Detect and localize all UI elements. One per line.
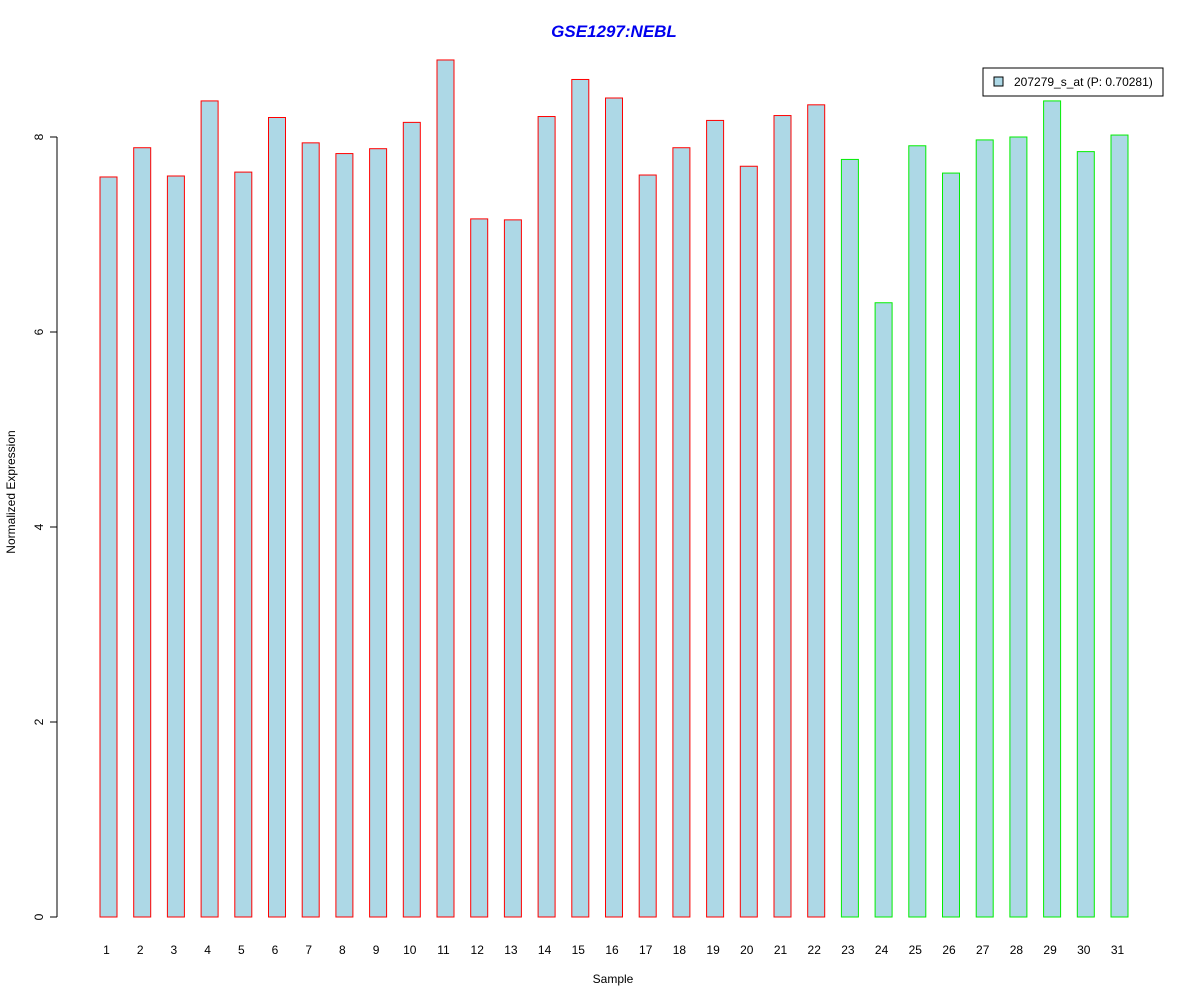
bar-sample-18 bbox=[672, 147, 691, 918]
bar-sample-1 bbox=[99, 176, 118, 918]
bar-sample-29 bbox=[1043, 100, 1062, 918]
x-tick-label: 8 bbox=[339, 943, 346, 957]
bar-sample-3 bbox=[166, 175, 185, 918]
bar-sample-23 bbox=[840, 158, 859, 918]
x-tick-label: 6 bbox=[272, 943, 279, 957]
bar-sample-12 bbox=[470, 218, 489, 918]
x-tick-label: 26 bbox=[942, 943, 956, 957]
x-tick-label: 12 bbox=[471, 943, 485, 957]
legend-entry-label: 207279_s_at (P: 0.70281) bbox=[1014, 75, 1153, 89]
x-tick-label: 21 bbox=[774, 943, 788, 957]
x-tick-label: 24 bbox=[875, 943, 889, 957]
x-tick-label: 17 bbox=[639, 943, 653, 957]
x-tick-label: 10 bbox=[403, 943, 417, 957]
bar-sample-30 bbox=[1076, 151, 1095, 918]
x-tick-label: 29 bbox=[1043, 943, 1057, 957]
bar-sample-31 bbox=[1110, 134, 1129, 918]
x-tick-label: 13 bbox=[504, 943, 518, 957]
x-tick-label: 9 bbox=[373, 943, 380, 957]
x-tick-label: 28 bbox=[1010, 943, 1024, 957]
x-tick-label: 16 bbox=[605, 943, 619, 957]
y-axis-label: Normalized Expression bbox=[4, 430, 18, 553]
bar-sample-25 bbox=[908, 145, 927, 918]
x-tick-label: 4 bbox=[204, 943, 211, 957]
bar-sample-27 bbox=[975, 139, 994, 918]
bar-sample-16 bbox=[605, 97, 623, 918]
bar-sample-20 bbox=[739, 165, 758, 918]
bar-sample-8 bbox=[335, 153, 354, 918]
bar-sample-15 bbox=[571, 78, 590, 918]
bar-sample-22 bbox=[807, 104, 826, 918]
x-tick-label: 14 bbox=[538, 943, 552, 957]
x-tick-label: 5 bbox=[238, 943, 245, 957]
bar-sample-4 bbox=[200, 100, 219, 918]
bar-sample-17 bbox=[638, 174, 657, 918]
bar-sample-26 bbox=[942, 172, 960, 918]
bar-sample-11 bbox=[436, 59, 455, 918]
legend-box bbox=[982, 67, 1164, 97]
x-tick-label: 25 bbox=[909, 943, 923, 957]
x-tick-label: 1 bbox=[103, 943, 110, 957]
bars-group bbox=[99, 59, 1129, 918]
legend-swatch bbox=[993, 76, 1004, 87]
x-tick-label: 22 bbox=[808, 943, 822, 957]
bar-sample-5 bbox=[234, 171, 253, 918]
y-tick-label: 6 bbox=[32, 328, 46, 335]
y-tick-label: 8 bbox=[32, 133, 46, 140]
x-tick-label: 19 bbox=[706, 943, 720, 957]
x-tick-label: 15 bbox=[572, 943, 586, 957]
bar-sample-2 bbox=[133, 147, 152, 918]
x-tick-label: 30 bbox=[1077, 943, 1091, 957]
bar-sample-10 bbox=[402, 121, 421, 918]
bar-sample-24 bbox=[874, 302, 893, 918]
bar-sample-14 bbox=[537, 116, 556, 918]
x-axis-label: Sample bbox=[593, 972, 634, 986]
bar-sample-13 bbox=[503, 219, 522, 918]
y-tick-label: 0 bbox=[32, 913, 46, 920]
x-tick-label: 2 bbox=[137, 943, 144, 957]
x-tick-labels: 1 2 3 4 5 6 7 8 9 10 11 12 13 14 15 16 17 18 19 20 21 22 23 24 2… bbox=[103, 943, 1124, 957]
y-axis: 0 2 4 6 8 bbox=[32, 133, 58, 920]
x-tick-label: 18 bbox=[673, 943, 687, 957]
bar-sample-9 bbox=[369, 148, 388, 918]
x-tick-label: 7 bbox=[305, 943, 312, 957]
x-tick-label: 31 bbox=[1111, 943, 1125, 957]
bar-sample-21 bbox=[773, 115, 792, 918]
legend: 207279_s_at (P: 0.70281) bbox=[982, 67, 1164, 97]
bar-sample-19 bbox=[706, 119, 725, 918]
x-tick-label: 11 bbox=[437, 943, 450, 957]
x-tick-label: 27 bbox=[976, 943, 990, 957]
bar-sample-6 bbox=[268, 117, 286, 918]
x-tick-label: 23 bbox=[841, 943, 855, 957]
x-tick-label: 20 bbox=[740, 943, 754, 957]
y-tick-label: 4 bbox=[32, 523, 46, 530]
bar-sample-7 bbox=[301, 142, 320, 918]
x-tick-label: 3 bbox=[171, 943, 178, 957]
bar-sample-28 bbox=[1009, 136, 1028, 918]
chart-title: GSE1297:NEBL bbox=[551, 22, 677, 41]
y-tick-label: 2 bbox=[32, 718, 46, 725]
